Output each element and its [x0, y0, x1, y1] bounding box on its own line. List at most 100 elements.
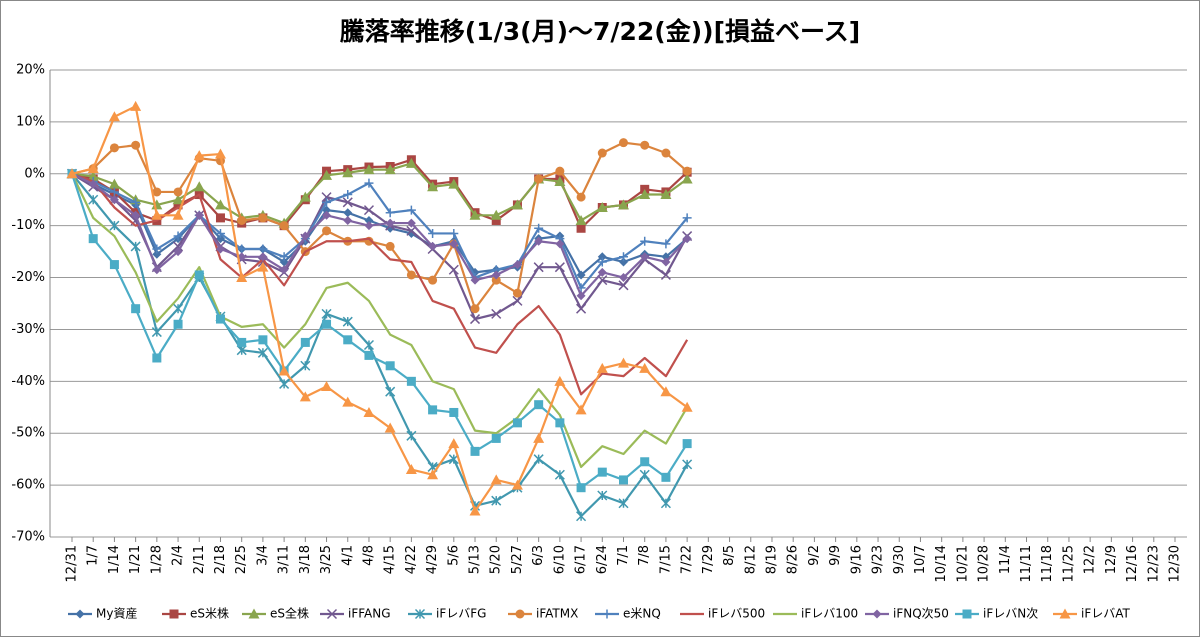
marker — [257, 347, 268, 358]
marker — [576, 511, 587, 522]
marker — [237, 215, 247, 225]
marker — [173, 231, 183, 241]
marker — [406, 205, 416, 215]
x-tick-label: 8/19 — [764, 545, 779, 574]
marker — [406, 270, 416, 280]
marker — [343, 335, 353, 345]
marker — [661, 148, 671, 158]
marker — [151, 209, 163, 220]
legend-label: iFレバ500 — [708, 607, 765, 621]
marker — [490, 474, 502, 485]
marker — [554, 262, 565, 273]
marker — [597, 252, 607, 262]
marker — [619, 138, 628, 148]
marker — [596, 202, 608, 213]
marker — [555, 418, 565, 428]
marker — [87, 170, 99, 181]
marker — [511, 479, 523, 490]
marker — [130, 100, 142, 111]
y-tick-label: 10% — [16, 114, 45, 129]
marker — [575, 404, 587, 415]
marker — [661, 472, 671, 482]
marker — [597, 467, 607, 477]
marker — [618, 280, 629, 291]
marker — [384, 422, 396, 433]
marker — [131, 210, 141, 220]
marker — [618, 357, 629, 368]
x-tick-label: 2/4 — [171, 545, 186, 566]
x-tick-label: 1/14 — [107, 545, 122, 574]
marker — [109, 260, 119, 270]
y-tick-label: -70% — [11, 530, 45, 545]
marker — [193, 150, 205, 161]
marker — [385, 208, 395, 218]
marker — [512, 288, 522, 298]
legend-label: iFレバAT — [1081, 607, 1131, 621]
marker — [597, 257, 607, 267]
marker — [681, 173, 693, 184]
marker — [554, 176, 566, 187]
marker — [469, 505, 481, 516]
y-tick-label: 0% — [24, 166, 45, 181]
marker — [172, 194, 184, 205]
x-tick-label: 1/21 — [128, 545, 143, 574]
marker — [534, 223, 544, 233]
series — [67, 169, 692, 493]
marker — [279, 221, 289, 231]
marker — [236, 272, 248, 283]
marker — [152, 353, 162, 363]
x-tick-label: 7/1 — [616, 545, 631, 566]
x-tick-label: 1/28 — [149, 545, 164, 574]
x-tick-label: 4/29 — [425, 545, 440, 574]
y-tick-label: -60% — [11, 478, 45, 493]
marker — [639, 189, 651, 200]
marker — [449, 228, 459, 238]
legend-label: iFNQ次50 — [893, 607, 949, 621]
marker — [363, 406, 375, 417]
marker — [151, 327, 162, 338]
marker — [682, 166, 692, 176]
marker — [237, 337, 247, 347]
marker — [322, 319, 332, 329]
marker — [322, 197, 332, 207]
marker — [427, 181, 439, 192]
x-tick-label: 12/16 — [1125, 545, 1140, 582]
x-tick-label: 12/2 — [1083, 545, 1098, 574]
marker — [248, 608, 260, 619]
marker — [131, 197, 141, 207]
marker — [322, 210, 332, 220]
marker — [385, 241, 395, 251]
x-tick-label: 10/21 — [955, 545, 970, 582]
marker — [660, 269, 671, 280]
marker — [533, 262, 544, 273]
marker — [491, 495, 502, 506]
marker — [322, 226, 332, 236]
marker — [428, 241, 438, 251]
x-tick-label: 3/4 — [255, 545, 270, 566]
x-tick-label: 6/24 — [595, 545, 610, 574]
marker — [469, 209, 481, 220]
marker — [215, 244, 225, 254]
marker — [257, 261, 269, 272]
marker — [661, 239, 671, 249]
marker — [619, 252, 628, 262]
marker — [428, 228, 438, 238]
series — [67, 169, 692, 301]
marker — [109, 195, 119, 205]
x-tick-label: 4/22 — [404, 545, 419, 574]
marker — [363, 339, 374, 351]
y-tick-label: -20% — [11, 270, 45, 285]
marker — [619, 475, 628, 485]
x-tick-label: 6/10 — [552, 545, 567, 574]
legend-label: iFレバN次 — [983, 607, 1038, 621]
marker — [278, 365, 290, 376]
marker — [300, 231, 310, 241]
y-tick-label: 20% — [16, 63, 45, 78]
marker — [215, 213, 225, 223]
x-tick-label: 12/31 — [65, 545, 80, 582]
marker — [576, 291, 586, 301]
marker — [491, 308, 502, 319]
marker — [449, 407, 459, 417]
x-tick-label: 1/7 — [86, 545, 101, 566]
x-tick-label: 5/13 — [468, 545, 483, 574]
